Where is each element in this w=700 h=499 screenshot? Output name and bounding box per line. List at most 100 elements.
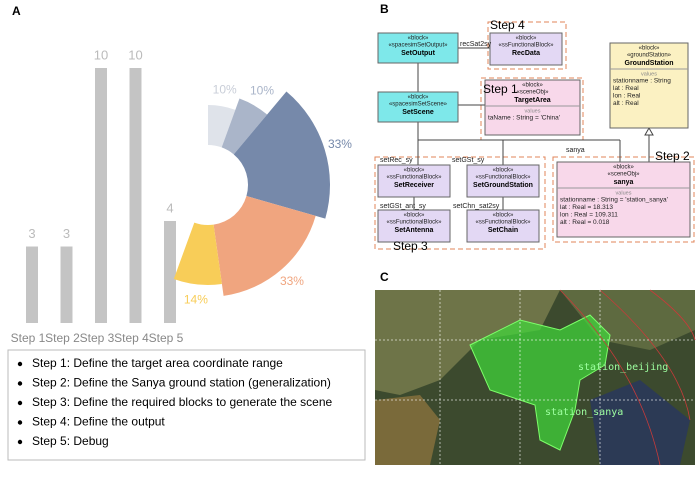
block (377, 91, 459, 123)
step-item: Step 4: Define the output (32, 415, 165, 429)
land (375, 395, 440, 465)
stereotype: «ssFunctionalBlock» (498, 43, 554, 49)
stereotype: «block» (639, 46, 660, 52)
attribute: alt : Real (613, 100, 639, 107)
step-label: Step 1 (483, 82, 518, 96)
stereotype: «block» (408, 95, 429, 101)
land (560, 290, 695, 350)
slice-label: 10% (213, 83, 237, 97)
donut-slice (233, 91, 330, 219)
map: station_beijing station_sanya (375, 289, 696, 466)
group-box (480, 77, 584, 141)
stereotype: «ssFunctionalBlock» (386, 220, 442, 226)
block-name: SetChain (488, 227, 518, 234)
step-item: Step 1: Define the target area coordinat… (32, 356, 283, 370)
bar-label: 3 (28, 226, 35, 241)
bullet (17, 420, 23, 425)
step-label: Step 3 (393, 239, 428, 253)
bullet (17, 400, 23, 406)
step-item: Step 5: Debug (32, 434, 109, 448)
attribute: lat : Real = 18.313 (560, 204, 613, 211)
stereotype: «sceneObj» (516, 90, 549, 96)
donut-slice (213, 196, 316, 296)
block-name: SetGroundStation (473, 182, 533, 189)
stereotype: «block» (404, 213, 425, 219)
stereotype: «ssFunctionalBlock» (475, 175, 531, 181)
section-label: values (641, 71, 657, 77)
target-area (469, 314, 611, 451)
stereotype: «block» (613, 165, 634, 171)
stereotype: «block» (493, 213, 514, 219)
graticule (375, 290, 695, 465)
stereotype: «block» (522, 83, 543, 89)
bar (95, 68, 107, 323)
donut-slice (208, 105, 236, 148)
connectors (413, 47, 654, 210)
block-name: SetReceiver (394, 182, 434, 189)
group-box (552, 156, 695, 243)
block-name: SetScene (402, 109, 434, 116)
attribute: lon : Real (613, 93, 641, 100)
donut-slice (221, 98, 268, 155)
stereotype: «groundStation» (627, 53, 672, 59)
stereotype: «sceneObj» (607, 172, 640, 178)
map-label: station_beijing (578, 362, 668, 373)
edge-label: setGSt_sy (452, 157, 485, 164)
x-tick-label: Step 1 (11, 331, 46, 345)
block (609, 42, 689, 129)
bullet (17, 439, 23, 445)
x-tick-label: Step 4 (114, 331, 149, 345)
bar (60, 246, 73, 323)
attribute: stationname : String (613, 78, 671, 85)
stereotype: «ssFunctionalBlock» (386, 175, 442, 181)
bullet (17, 361, 23, 367)
bar-label: 4 (166, 200, 173, 215)
bar (164, 221, 176, 323)
stereotype: «block» (493, 168, 514, 174)
x-tick-label: Step 5 (149, 331, 184, 345)
step-label: Step 2 (655, 149, 690, 163)
attribute: lon : Real = 109.311 (560, 212, 618, 219)
block (377, 164, 451, 198)
slice-label: 14% (184, 293, 208, 307)
bar (26, 246, 38, 323)
block-name: SetOutput (401, 50, 435, 57)
block (377, 32, 459, 64)
edge-label: setGSt_ant_sy (380, 203, 426, 210)
bar-label: 10 (128, 47, 142, 62)
edge-label: recSat2sy (460, 41, 492, 48)
edge-label: setRec_sy (380, 157, 413, 164)
bar-label: 3 (63, 226, 70, 241)
stereotype: «spacesimSetOutput» (388, 43, 448, 49)
stereotype: «block» (516, 36, 537, 42)
block-name: RecData (512, 50, 540, 57)
block (466, 209, 540, 243)
orbits (559, 289, 696, 466)
block (489, 32, 563, 66)
bar-label: 10 (94, 47, 108, 62)
block (466, 164, 540, 198)
stereotype: «block» (404, 168, 425, 174)
x-tick-label: Step 3 (80, 331, 115, 345)
step-item: Step 3: Define the required blocks to ge… (32, 395, 333, 409)
stereotype: «spacesimSetScene» (389, 102, 448, 108)
section-label: values (525, 108, 541, 114)
donut-slice (173, 222, 222, 285)
diagram (374, 21, 695, 250)
attribute: stationname : String = 'station_sanya' (560, 197, 668, 204)
x-tick-label: Step 2 (45, 331, 80, 345)
attribute: lat : Real (613, 85, 639, 92)
block-name: GroundStation (625, 60, 674, 67)
block (484, 79, 581, 136)
land (375, 290, 560, 395)
bullet (17, 381, 23, 386)
bar (129, 68, 142, 323)
steps-box (7, 349, 366, 461)
slice-label: 10% (250, 84, 274, 98)
stereotype: «ssFunctionalBlock» (475, 220, 531, 226)
block-name: SetAntenna (395, 227, 434, 234)
panel-label: A (12, 4, 21, 18)
section-label: values (616, 190, 632, 196)
stereotype: «block» (408, 36, 429, 42)
